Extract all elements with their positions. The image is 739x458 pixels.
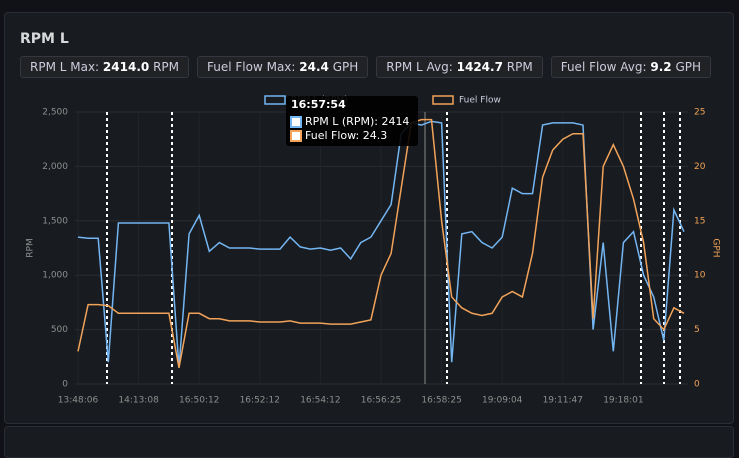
tooltip-time: 16:57:54 xyxy=(291,98,346,111)
tooltip xyxy=(286,96,418,146)
y2-tick-label: 0 xyxy=(694,380,700,390)
stat-label: RPM L Avg: xyxy=(386,60,453,74)
stat-pill: Fuel Flow Avg: 9.2 GPH xyxy=(550,56,712,78)
stat-value: 9.2 xyxy=(650,60,672,74)
x-tick-label: 19:18:01 xyxy=(603,396,643,406)
y2-tick-label: 5 xyxy=(694,325,700,335)
stat-label: RPM L Max: xyxy=(30,60,100,74)
stat-pill: RPM L Max: 2414.0 RPM xyxy=(20,56,189,78)
x-tick-label: 16:58:25 xyxy=(421,396,461,406)
stat-unit: RPM xyxy=(153,60,179,74)
y-tick-label: 500 xyxy=(51,325,68,335)
y-tick-label: 1,000 xyxy=(42,271,68,281)
stat-value: 1424.7 xyxy=(456,60,503,74)
legend-swatch xyxy=(432,95,454,105)
y2-tick-label: 25 xyxy=(694,108,705,118)
x-tick-label: 16:54:12 xyxy=(300,396,340,406)
page: {"panel":{"title":"RPM L","stats":[ {"la… xyxy=(4,12,734,458)
series-line xyxy=(77,118,685,368)
stat-pill: RPM L Avg: 1424.7 RPM xyxy=(376,56,543,78)
stat-unit: GPH xyxy=(675,60,702,74)
x-tick-label: 19:11:47 xyxy=(543,396,583,406)
x-tick-label: 14:13:08 xyxy=(118,396,159,406)
y-tick-label: 2,500 xyxy=(42,108,68,118)
stat-value: 24.4 xyxy=(299,60,329,74)
legend-label: Fuel Flow xyxy=(459,96,501,106)
x-tick-label: 16:56:25 xyxy=(361,396,401,406)
y2-tick-label: 10 xyxy=(694,271,706,281)
stat-pill: Fuel Flow Max: 24.4 GPH xyxy=(197,56,369,78)
stat-unit: GPH xyxy=(332,60,359,74)
x-tick-label: 19:09:04 xyxy=(482,396,523,406)
chart: 0 500 1,000 1,500 2,000 2,500 0 5 10 15 20 25 13:48:… xyxy=(26,95,721,406)
y-axis-label: RPM xyxy=(26,238,36,257)
x-tick-label: 13:48:06 xyxy=(58,396,99,406)
stat-unit: RPM xyxy=(506,60,533,74)
tooltip-row: Fuel Flow: 24.3 xyxy=(305,129,387,142)
y2-tick-label: 15 xyxy=(694,216,705,226)
x-tick-label: 16:50:12 xyxy=(179,396,219,406)
tooltip-swatch xyxy=(290,130,302,142)
tooltip-row: RPM L (RPM): 2414 xyxy=(305,115,409,128)
y2-tick-label: 20 xyxy=(694,162,706,172)
legend-swatch xyxy=(264,95,286,105)
y2-axis-label: GPH xyxy=(711,238,721,257)
stat-label: Fuel Flow Max: xyxy=(207,60,296,74)
tooltip-swatch xyxy=(290,116,302,128)
stats: RPM L Max: 2414.0 RPM Fuel Flow Max: 24.4… xyxy=(20,56,712,78)
stat-value: 2414.0 xyxy=(102,60,150,74)
y-tick-label: 1,500 xyxy=(42,216,68,226)
y-tick-label: 0 xyxy=(62,380,68,390)
stat-label: Fuel Flow Avg: xyxy=(560,60,647,74)
panel: RPM L RPM L Max: 2414.0 RPM Fuel Flow Max… xyxy=(4,12,734,424)
y-tick-label: 2,000 xyxy=(42,162,68,172)
panel-title: RPM L xyxy=(20,31,69,47)
x-tick-label: 16:52:12 xyxy=(240,396,280,406)
